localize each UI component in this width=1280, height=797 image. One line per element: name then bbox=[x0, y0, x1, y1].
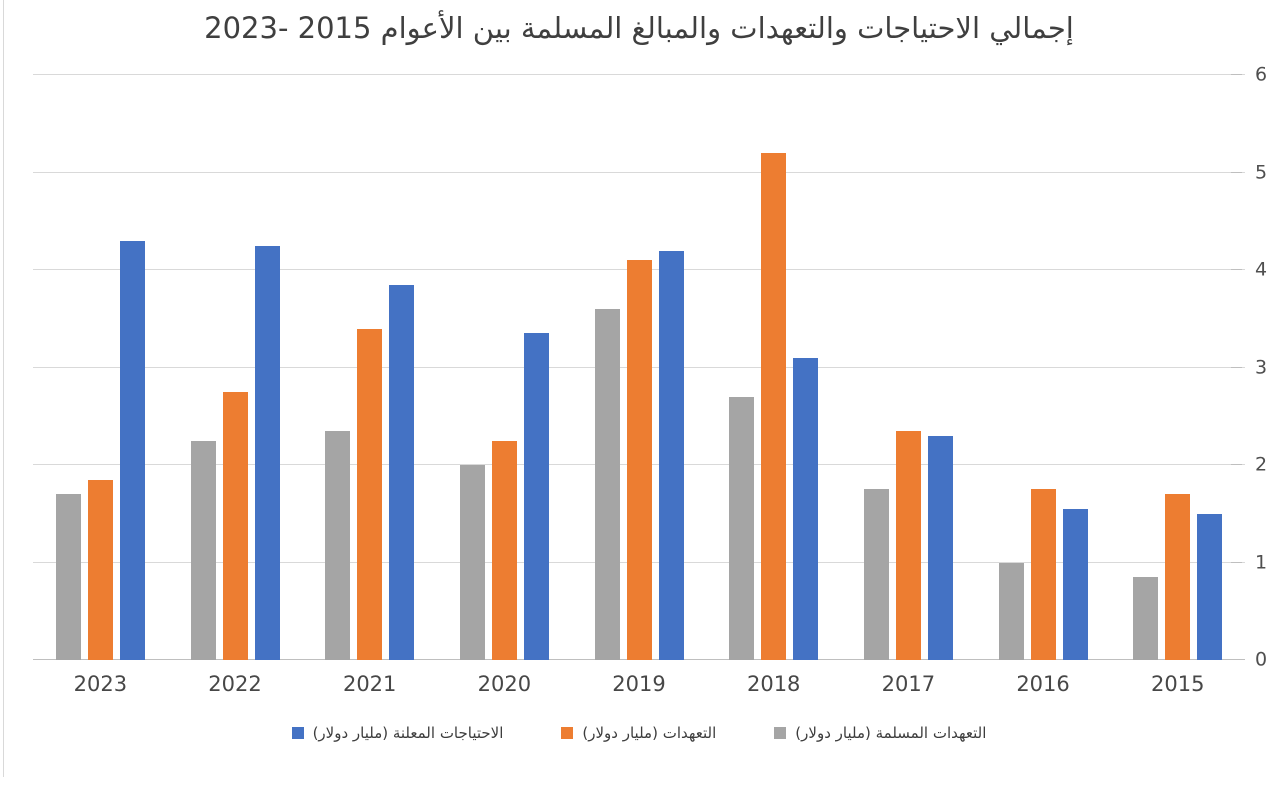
bar-group-2017 bbox=[841, 75, 976, 660]
legend-label: الاحتياجات المعلنة (مليار دولار) bbox=[312, 724, 504, 742]
bar-pledges-2023 bbox=[87, 479, 113, 660]
y-axis-tick bbox=[1231, 74, 1242, 75]
y-axis-label: 6 bbox=[1255, 63, 1268, 86]
bar-announced-needs-2021 bbox=[389, 284, 415, 660]
legend-item-pledges: التعهدات (مليار دولار) bbox=[561, 724, 716, 742]
bar-delivered-pledges-2021 bbox=[325, 430, 351, 660]
window-edge-line bbox=[3, 0, 4, 777]
legend: الاحتياجات المعلنة (مليار دولار) التعهدات… bbox=[33, 724, 1245, 742]
bar-pledges-2020 bbox=[491, 440, 517, 660]
bar-delivered-pledges-2017 bbox=[863, 489, 889, 660]
bar-group-2016 bbox=[976, 75, 1111, 660]
x-axis-label-2018: 2018 bbox=[746, 672, 801, 696]
y-axis-label: 3 bbox=[1255, 356, 1268, 378]
legend-item-delivered-pledges: التعهدات المسلمة (مليار دولار) bbox=[774, 724, 986, 742]
bar-group-2018 bbox=[706, 75, 841, 660]
bar-announced-needs-2020 bbox=[523, 333, 549, 660]
bar-delivered-pledges-2020 bbox=[459, 465, 485, 660]
x-axis-label-2016: 2016 bbox=[1016, 672, 1070, 696]
y-axis-tick bbox=[1231, 464, 1242, 465]
bar-announced-needs-2019 bbox=[658, 250, 684, 660]
bar-group-2019 bbox=[572, 75, 707, 660]
legend-label: التعهدات المسلمة (مليار دولار) bbox=[795, 724, 987, 742]
bar-group-2021 bbox=[302, 75, 437, 660]
x-axis-label-2021: 2021 bbox=[342, 672, 397, 696]
bar-delivered-pledges-2018 bbox=[729, 396, 755, 660]
plot-area bbox=[33, 74, 1245, 660]
x-axis-label-2015: 2015 bbox=[1150, 672, 1205, 696]
legend-label: التعهدات (مليار دولار) bbox=[582, 724, 717, 742]
bar-groups bbox=[33, 75, 1245, 660]
x-axis-label-2022: 2022 bbox=[208, 672, 262, 696]
bar-announced-needs-2018 bbox=[793, 357, 819, 660]
x-axis: 2023 2022 2021 2020 2019 2018 2017 2016 2015 bbox=[33, 672, 1245, 696]
y-axis-tick bbox=[1231, 171, 1242, 173]
bar-pledges-2019 bbox=[626, 260, 652, 660]
bar-pledges-2015 bbox=[1165, 494, 1191, 660]
bar-group-2022 bbox=[168, 75, 303, 660]
legend-swatch-icon bbox=[561, 727, 574, 739]
bar-pledges-2016 bbox=[1030, 489, 1056, 660]
bar-group-2020 bbox=[437, 75, 572, 660]
bar-group-2023 bbox=[33, 75, 168, 660]
gridline bbox=[33, 171, 1245, 173]
x-axis-label-2020: 2020 bbox=[477, 672, 532, 696]
bar-delivered-pledges-2022 bbox=[190, 440, 216, 660]
bar-delivered-pledges-2015 bbox=[1133, 577, 1159, 660]
bar-delivered-pledges-2016 bbox=[998, 562, 1024, 660]
x-axis-label-2017: 2017 bbox=[881, 672, 936, 696]
y-axis-tick bbox=[1231, 659, 1242, 660]
y-axis: 0 1 2 3 4 5 6 bbox=[1231, 65, 1279, 669]
bar-delivered-pledges-2019 bbox=[594, 309, 620, 660]
bar-announced-needs-2016 bbox=[1062, 508, 1088, 660]
y-axis-tick bbox=[1231, 561, 1242, 563]
bar-pledges-2021 bbox=[357, 328, 383, 660]
y-axis-label: 4 bbox=[1255, 258, 1268, 281]
bar-group-2015 bbox=[1110, 75, 1245, 660]
legend-swatch-icon bbox=[774, 727, 787, 739]
bar-pledges-2017 bbox=[895, 430, 921, 660]
bar-announced-needs-2015 bbox=[1197, 513, 1223, 660]
x-axis-label-2023: 2023 bbox=[73, 672, 128, 696]
chart-title: إجمالي الاحتياجات والتعهدات والمبالغ الم… bbox=[204, 11, 1074, 45]
bar-delivered-pledges-2023 bbox=[55, 494, 81, 660]
y-axis-label: 0 bbox=[1255, 648, 1268, 671]
x-axis-label-2019: 2019 bbox=[612, 672, 666, 696]
y-axis-tick bbox=[1231, 366, 1242, 368]
bar-pledges-2022 bbox=[222, 391, 248, 660]
legend-swatch-icon bbox=[291, 727, 304, 739]
y-axis-tick bbox=[1231, 269, 1242, 270]
bar-announced-needs-2022 bbox=[254, 245, 280, 660]
gridline bbox=[33, 74, 1245, 75]
y-axis-label: 2 bbox=[1255, 453, 1268, 476]
bar-announced-needs-2023 bbox=[119, 240, 145, 660]
y-axis-label: 1 bbox=[1255, 551, 1268, 573]
y-axis-label: 5 bbox=[1255, 161, 1268, 183]
bar-announced-needs-2017 bbox=[927, 435, 953, 660]
legend-item-announced-needs: الاحتياجات المعلنة (مليار دولار) bbox=[291, 724, 504, 742]
bar-pledges-2018 bbox=[761, 153, 787, 660]
